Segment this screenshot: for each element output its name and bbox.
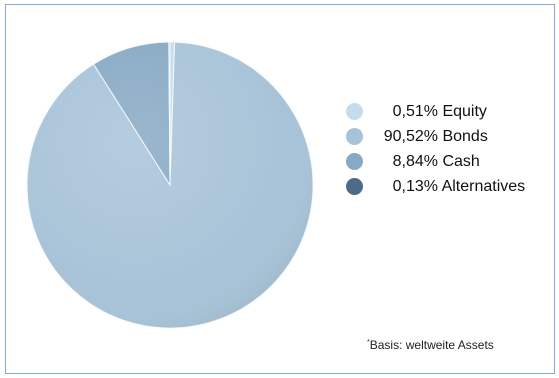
- legend-swatch-alternatives: [346, 178, 363, 195]
- legend: 0,51% Equity 90,52% Bonds 8,84% Cash 0,1…: [346, 99, 525, 199]
- footnote-marker: *: [367, 339, 370, 346]
- legend-item-bonds: 90,52% Bonds: [346, 124, 525, 149]
- legend-item-equity: 0,51% Equity: [346, 99, 525, 124]
- chart-frame: 0,51% Equity 90,52% Bonds 8,84% Cash 0,1…: [5, 4, 555, 374]
- footnote: *Basis: weltweite Assets: [367, 338, 494, 352]
- legend-item-cash: 8,84% Cash: [346, 149, 525, 174]
- legend-percent-bonds: 90,52%: [383, 127, 438, 145]
- legend-percent-cash: 8,84%: [392, 152, 438, 170]
- legend-swatch-equity: [346, 103, 363, 120]
- legend-label-equity: Equity: [442, 102, 487, 120]
- legend-percent-alternatives: 0,13%: [392, 177, 438, 195]
- footnote-text: Basis: weltweite Assets: [369, 338, 494, 352]
- legend-swatch-bonds: [346, 128, 363, 145]
- legend-percent-equity: 0,51%: [392, 102, 438, 120]
- legend-item-alternatives: 0,13% Alternatives: [346, 174, 525, 199]
- legend-label-cash: Cash: [442, 152, 480, 170]
- legend-label-alternatives: Alternatives: [441, 177, 526, 195]
- legend-swatch-cash: [346, 153, 363, 170]
- legend-label-bonds: Bonds: [442, 127, 488, 145]
